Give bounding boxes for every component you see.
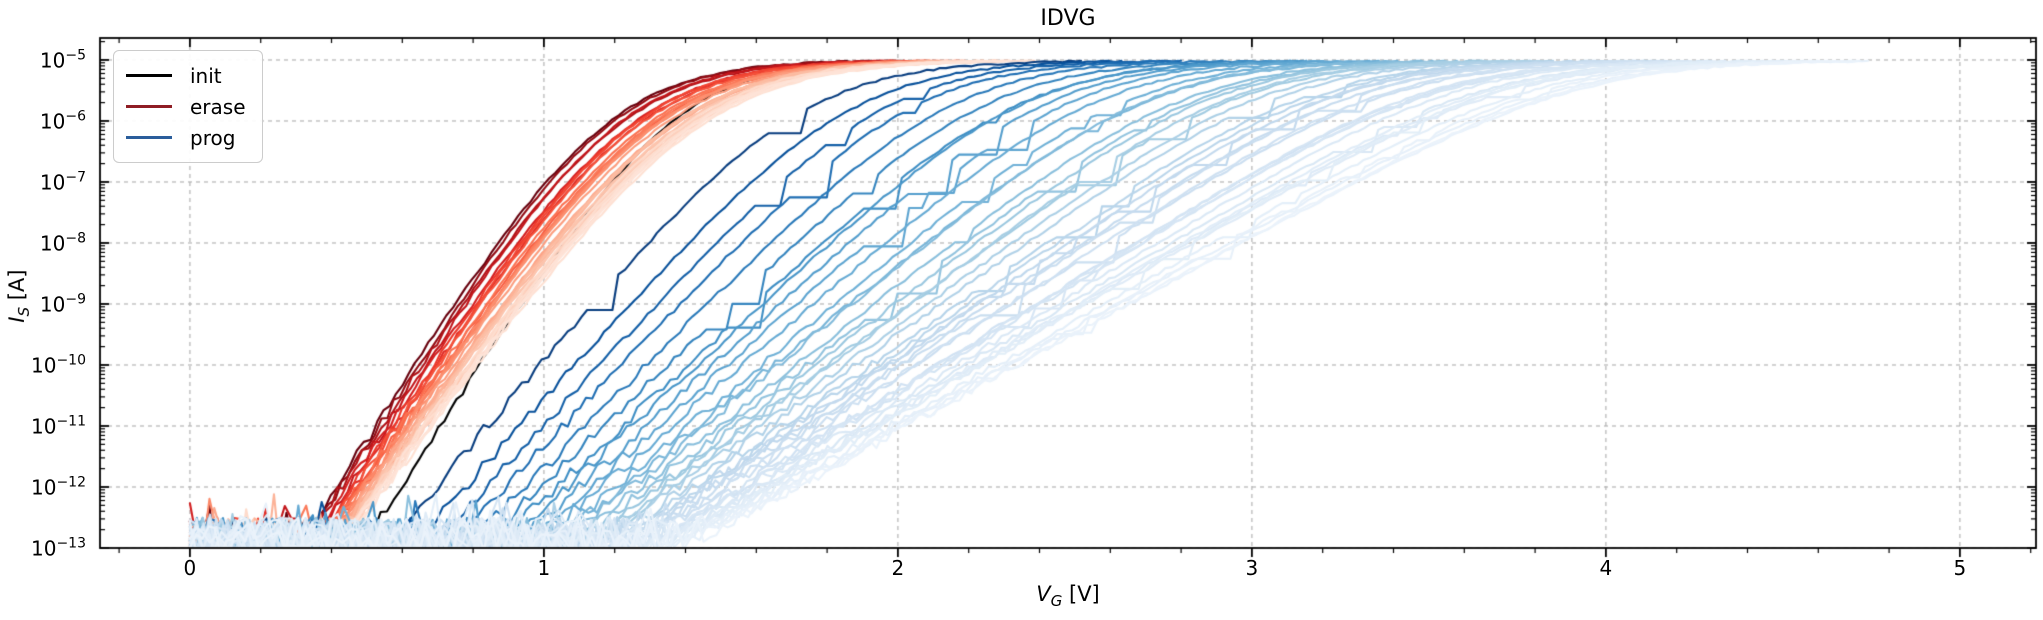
y-tick-label: 10−13	[31, 535, 86, 561]
x-tick-label: 5	[1953, 556, 1967, 580]
legend-label-init: init	[190, 63, 222, 88]
x-tick-label: 3	[1245, 556, 1259, 580]
legend-line-swatch-prog	[126, 136, 172, 139]
legend-label-prog: prog	[190, 125, 236, 150]
y-tick-label: 10−10	[31, 352, 86, 378]
x-tick-label: 2	[891, 556, 905, 580]
y-tick-label: 10−8	[39, 230, 86, 256]
x-axis-label-unit: [V]	[1069, 582, 1100, 606]
x-tick-label: 1	[537, 556, 551, 580]
legend: init erase prog	[113, 50, 263, 163]
y-tick-label: 10−12	[31, 474, 86, 500]
legend-entry-init: init	[126, 60, 246, 91]
y-tick-label: 10−9	[39, 291, 86, 317]
y-tick-label: 10−5	[39, 47, 86, 73]
legend-entry-prog: prog	[126, 122, 246, 153]
x-axis-label-symbol: V	[1036, 582, 1051, 606]
x-tick-label: 0	[183, 556, 197, 580]
legend-label-erase: erase	[190, 94, 246, 119]
legend-line-swatch-init	[126, 74, 172, 77]
x-axis-label: VG [V]	[968, 582, 1168, 610]
y-axis-label-symbol: I	[4, 316, 29, 323]
y-tick-label: 10−11	[31, 413, 86, 439]
legend-entry-erase: erase	[126, 91, 246, 122]
legend-line-swatch-erase	[126, 105, 172, 108]
chart-title: IDVG	[1040, 6, 1096, 31]
y-tick-label: 10−6	[39, 108, 86, 134]
x-axis-label-subscript: G	[1050, 592, 1063, 611]
y-tick-label: 10−7	[39, 169, 86, 195]
x-tick-label: 4	[1599, 556, 1613, 580]
